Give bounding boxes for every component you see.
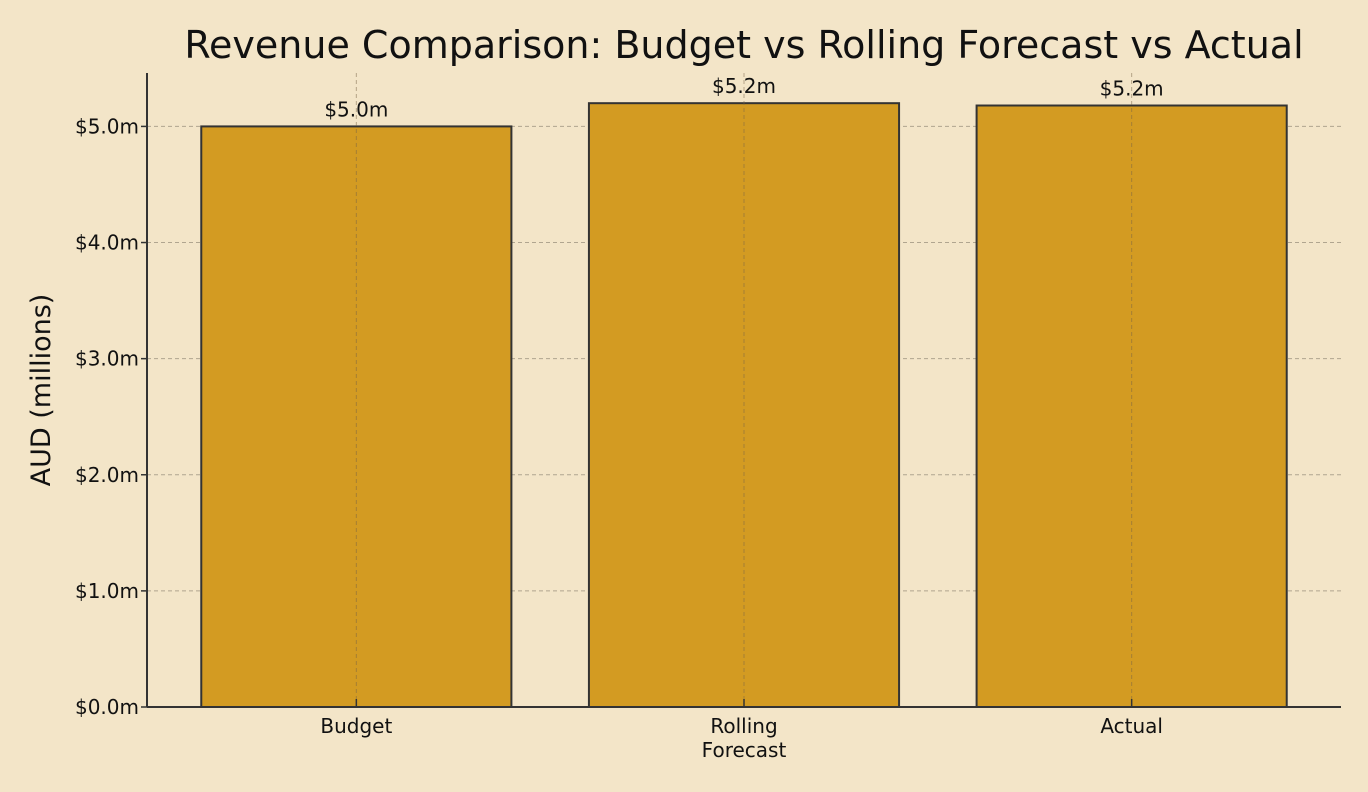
y-tick-label: $5.0m bbox=[75, 114, 139, 138]
y-tick-label: $4.0m bbox=[75, 231, 139, 255]
x-ticks: Budget Rolling Forecast Actual bbox=[320, 699, 1163, 762]
x-tick-label: Rolling Forecast bbox=[702, 714, 787, 762]
data-label: $5.0m bbox=[324, 97, 388, 121]
vertical-grid bbox=[355, 73, 1133, 707]
y-tick-label: $0.0m bbox=[75, 695, 139, 719]
y-tick-label: $1.0m bbox=[75, 579, 139, 603]
x-tick-label: Actual bbox=[1100, 714, 1163, 738]
data-labels: $5.0m $5.2m $5.2m bbox=[324, 74, 1163, 121]
y-axis-label: AUD (millions) bbox=[26, 294, 57, 487]
x-tick-label: Budget bbox=[320, 714, 392, 738]
data-label: $5.2m bbox=[1100, 77, 1164, 101]
data-label: $5.2m bbox=[712, 74, 776, 98]
chart-title: Revenue Comparison: Budget vs Rolling Fo… bbox=[184, 23, 1303, 67]
y-ticks: $0.0m $1.0m $2.0m $3.0m $4.0m $5.0m bbox=[75, 114, 147, 719]
y-tick-label: $2.0m bbox=[75, 463, 139, 487]
y-tick-label: $3.0m bbox=[75, 347, 139, 371]
